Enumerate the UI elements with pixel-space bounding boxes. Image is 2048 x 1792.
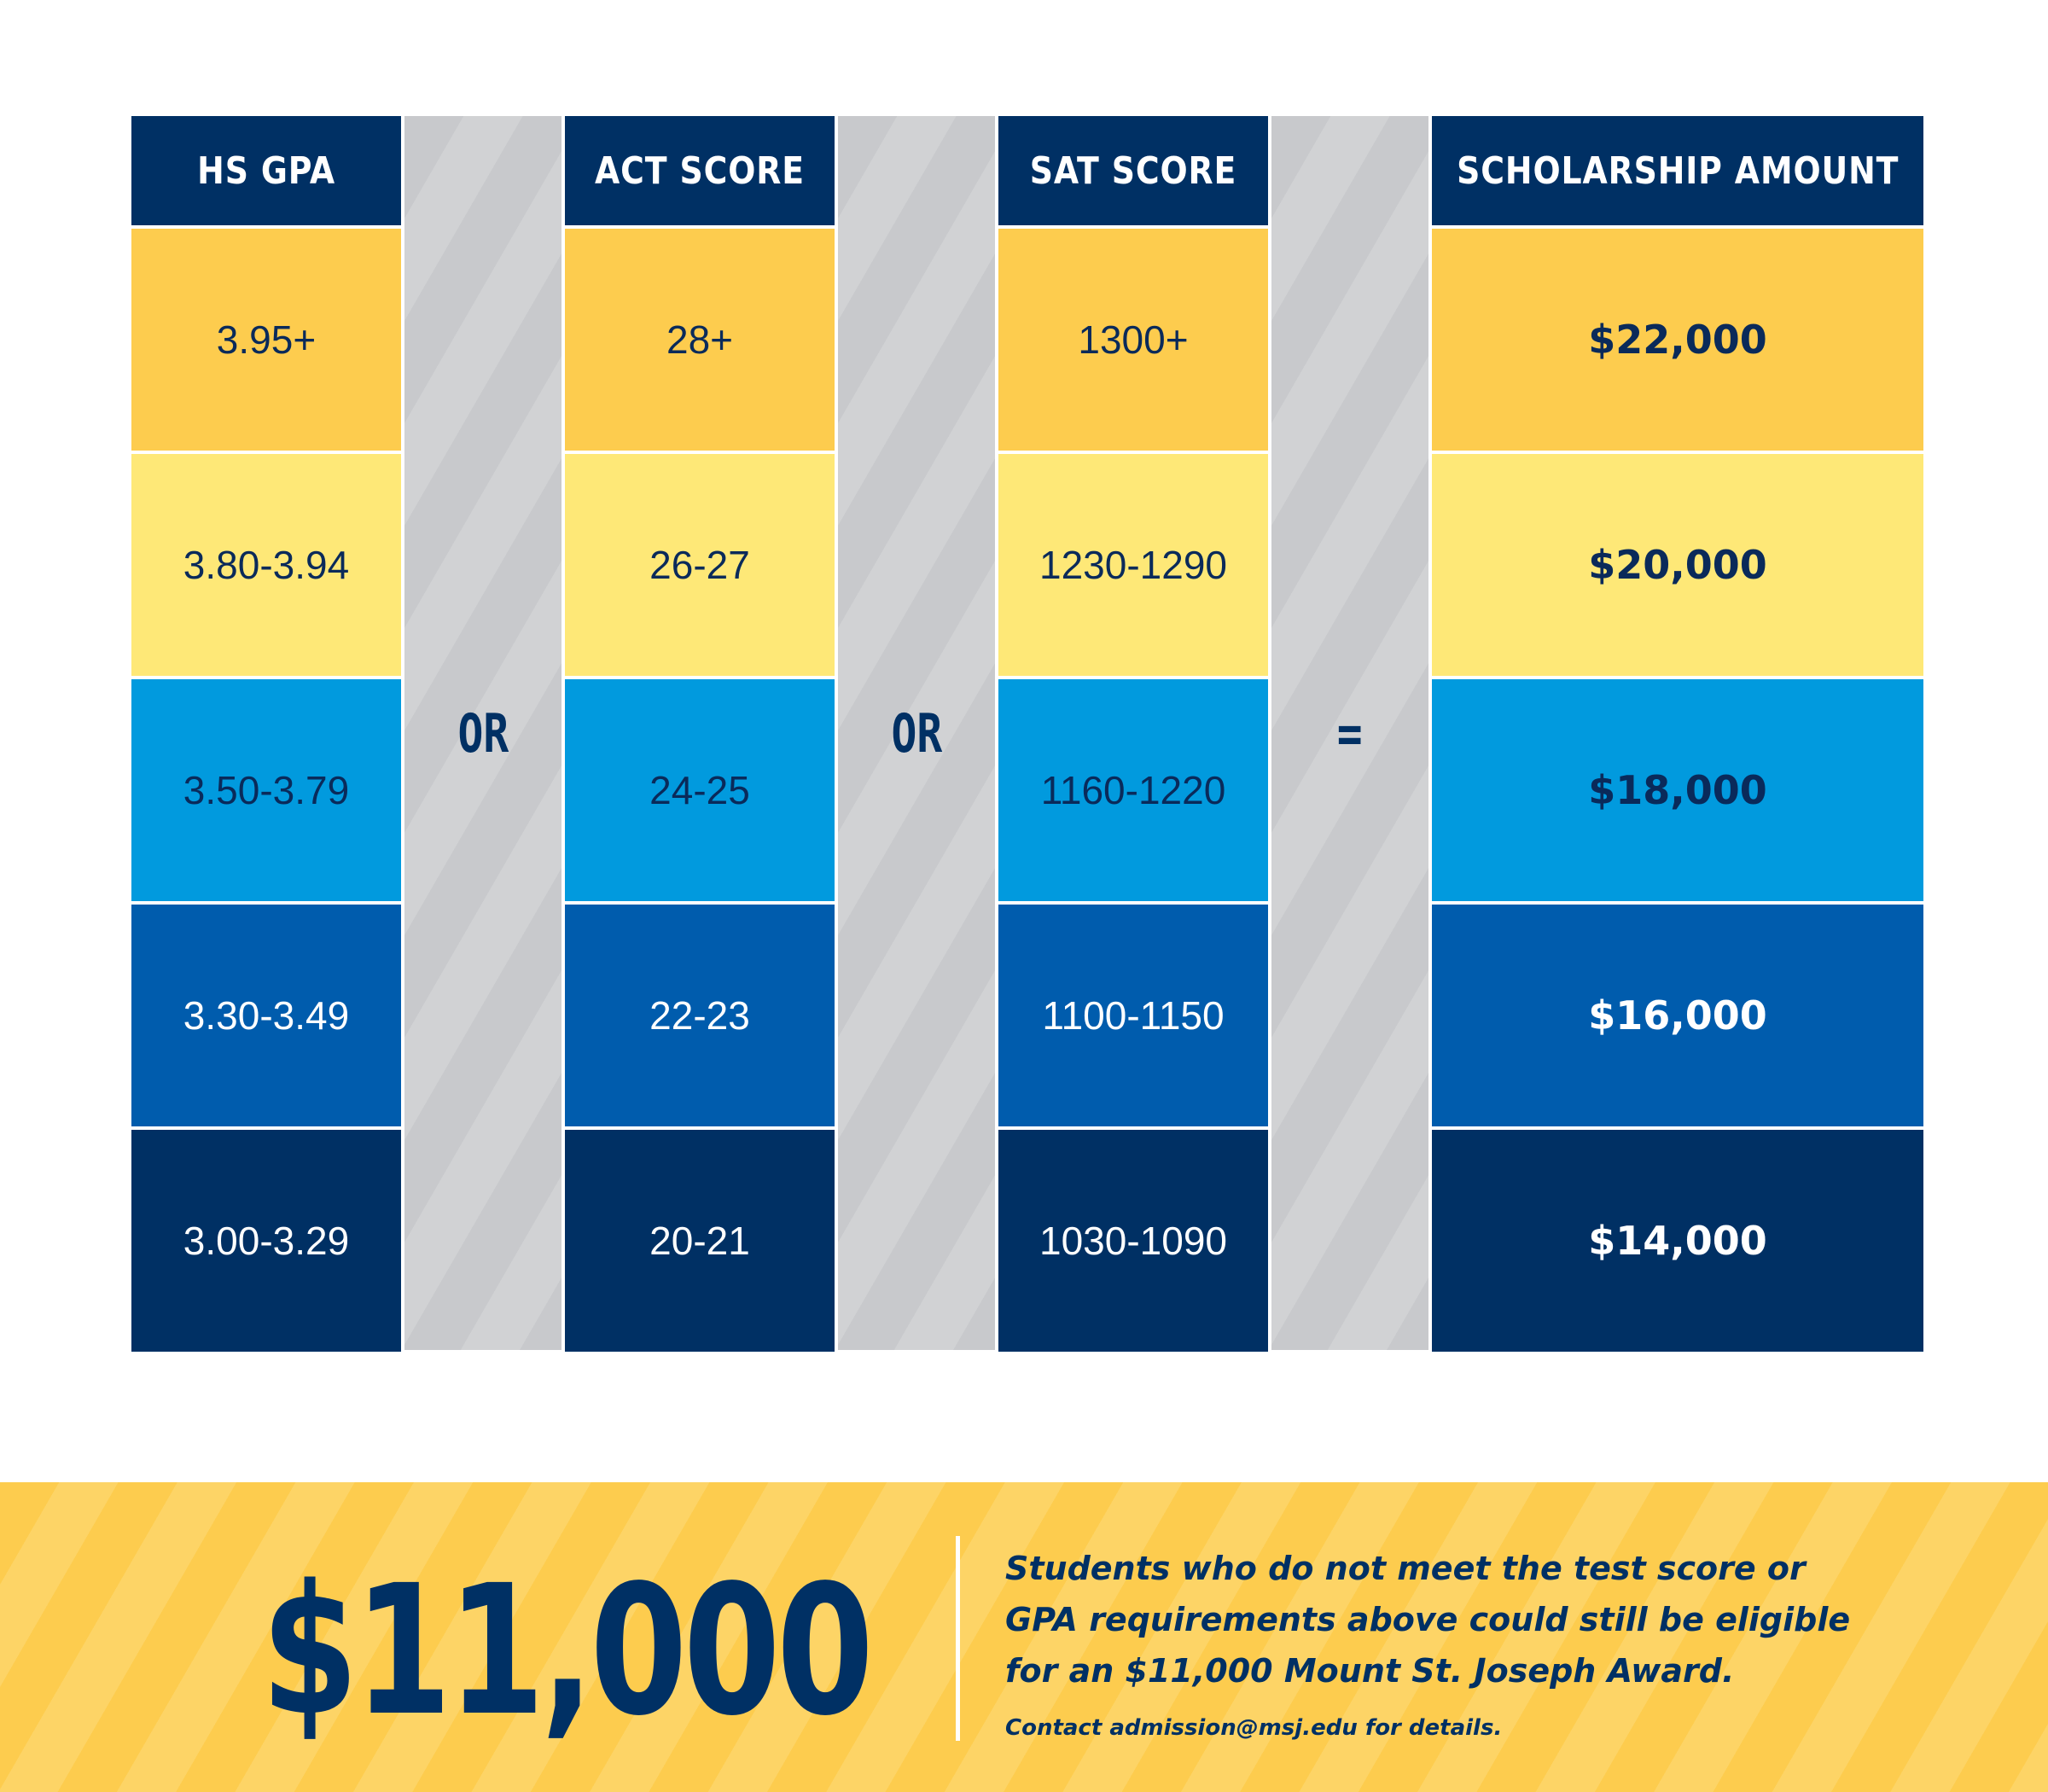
contact-text: Contact admission@msj.edu for details. <box>1005 1715 1503 1741</box>
sat-cell: 1030-1090 <box>998 1130 1268 1352</box>
act-cell: 28+ <box>565 229 835 451</box>
amount-cell: $14,000 <box>1432 1130 1923 1352</box>
act-header: ACT SCORE <box>595 116 805 225</box>
or-separator: OR <box>404 116 561 1350</box>
gpa-cell: 3.30-3.49 <box>131 905 401 1126</box>
gpa-cell: 3.80-3.94 <box>131 454 401 676</box>
gpa-column: HS GPA 3.95+ 3.80-3.94 3.50-3.79 3.30-3.… <box>131 116 401 1352</box>
sat-cell: 1160-1220 <box>998 679 1268 901</box>
award-banner <box>0 1482 2048 1792</box>
sat-cell: 1230-1290 <box>998 454 1268 676</box>
scholarship-table: HS GPA 3.95+ 3.80-3.94 3.50-3.79 3.30-3.… <box>131 116 1923 1352</box>
divider <box>956 1536 960 1741</box>
equals-separator: = <box>1271 116 1428 1350</box>
act-cell: 26-27 <box>565 454 835 676</box>
amount-cell: $18,000 <box>1432 679 1923 901</box>
amount-cell: $20,000 <box>1432 454 1923 676</box>
equals-label: = <box>1337 701 1363 765</box>
gpa-cell: 3.00-3.29 <box>131 1130 401 1352</box>
act-cell: 20-21 <box>565 1130 835 1352</box>
gpa-cell: 3.95+ <box>131 229 401 451</box>
or-label: OR <box>891 701 942 765</box>
amount-cell: $22,000 <box>1432 229 1923 451</box>
or-separator: OR <box>838 116 995 1350</box>
act-column: ACT SCORE 28+ 26-27 24-25 22-23 20-21 <box>565 116 835 1352</box>
gpa-cell: 3.50-3.79 <box>131 679 401 901</box>
act-cell: 22-23 <box>565 905 835 1126</box>
sat-cell: 1300+ <box>998 229 1268 451</box>
award-note: Students who do not meet the test score … <box>1005 1550 1851 1690</box>
amount-cell: $16,000 <box>1432 905 1923 1126</box>
amount-header: SCHOLARSHIP AMOUNT <box>1456 116 1900 225</box>
sat-header: SAT SCORE <box>1029 116 1237 225</box>
or-label: OR <box>457 701 509 765</box>
amount-column: SCHOLARSHIP AMOUNT $22,000 $20,000 $18,0… <box>1432 116 1923 1352</box>
sat-column: SAT SCORE 1300+ 1230-1290 1160-1220 1100… <box>998 116 1268 1352</box>
award-amount: $11,000 <box>261 1546 874 1755</box>
sat-cell: 1100-1150 <box>998 905 1268 1126</box>
act-cell: 24-25 <box>565 679 835 901</box>
gpa-header: HS GPA <box>197 116 335 225</box>
